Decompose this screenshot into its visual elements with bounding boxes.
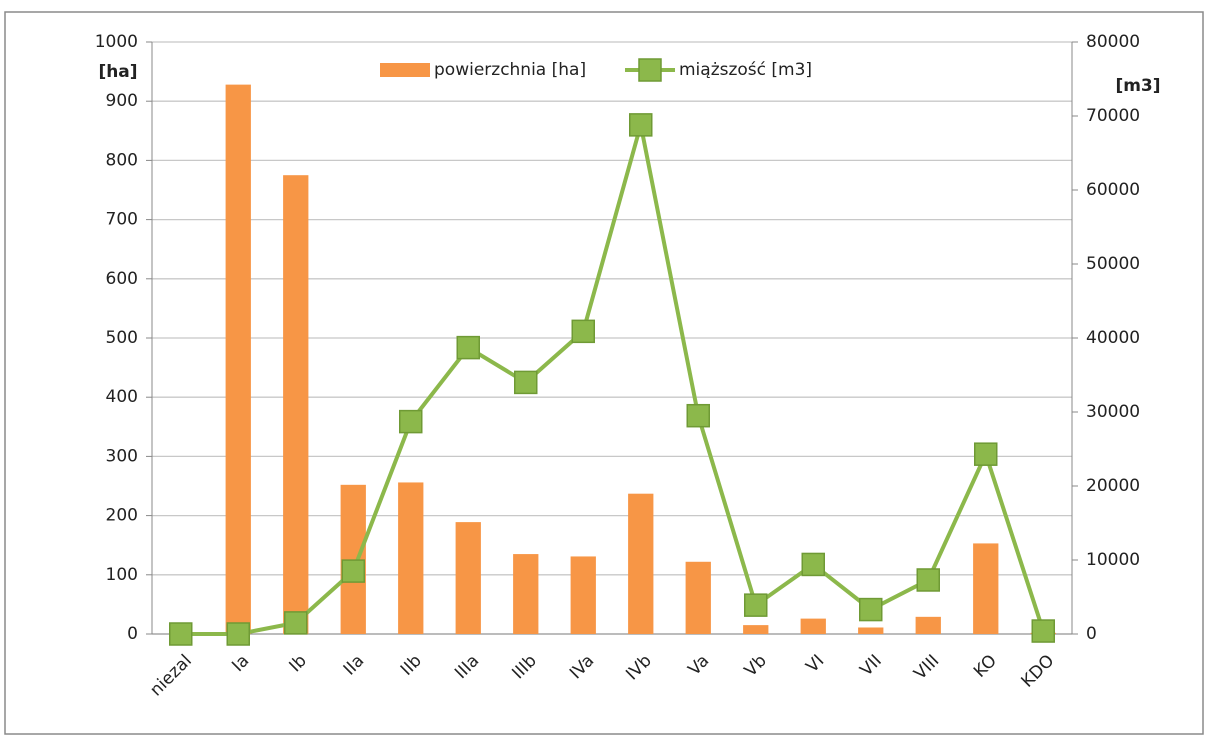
- y-tick-label: 100: [106, 565, 138, 585]
- y2-axis-label: [m3]: [1115, 76, 1160, 96]
- y2-tick-label: 20000: [1086, 476, 1140, 496]
- legend-swatch: [638, 58, 662, 82]
- bar: [628, 493, 654, 634]
- y-tick-label: 300: [106, 446, 138, 466]
- y2-tick-label: 0: [1086, 624, 1097, 644]
- legend-swatch: [380, 63, 430, 77]
- y2-tick-label: 60000: [1086, 180, 1140, 200]
- legend-label: miąższość [m3]: [679, 60, 812, 80]
- marker: [629, 113, 653, 137]
- y2-tick-label: 70000: [1086, 106, 1140, 126]
- y-axis-label: [ha]: [98, 62, 137, 82]
- bar: [800, 618, 826, 634]
- marker: [399, 409, 423, 434]
- bar: [455, 522, 481, 634]
- y-tick-label: 0: [127, 624, 138, 644]
- bar: [398, 482, 424, 634]
- y-tick-label: 600: [106, 269, 138, 289]
- marker: [456, 335, 480, 360]
- marker: [341, 559, 365, 583]
- marker: [744, 593, 768, 617]
- marker: [916, 568, 940, 592]
- y2-tick-label: 50000: [1086, 254, 1140, 274]
- bar: [973, 543, 999, 634]
- y-tick-label: 900: [106, 91, 138, 111]
- marker: [686, 403, 710, 428]
- y-tick-label: 200: [106, 506, 138, 526]
- y2-tick-label: 10000: [1086, 550, 1140, 570]
- marker: [571, 319, 595, 344]
- y-tick-label: 400: [106, 387, 138, 407]
- bar: [743, 625, 769, 634]
- y2-tick-label: 30000: [1086, 402, 1140, 422]
- marker: [859, 597, 883, 622]
- y-tick-label: 800: [106, 150, 138, 170]
- y-tick-label: 500: [106, 328, 138, 348]
- y2-tick-label: 40000: [1086, 328, 1140, 348]
- bar: [225, 84, 251, 634]
- y-tick-label: 1000: [95, 32, 138, 52]
- marker: [226, 622, 250, 646]
- bar: [858, 627, 884, 634]
- marker: [169, 622, 193, 646]
- bar: [513, 554, 539, 634]
- marker: [801, 552, 825, 577]
- bar: [915, 616, 941, 634]
- line: [180, 124, 1046, 636]
- marker: [284, 611, 308, 635]
- y-tick-label: 700: [106, 210, 138, 230]
- y2-tick-label: 80000: [1086, 32, 1140, 52]
- bar: [283, 175, 309, 634]
- bar: [685, 561, 711, 634]
- chart-border: [4, 11, 1204, 735]
- marker: [974, 442, 998, 466]
- marker: [1031, 619, 1055, 643]
- legend-label: powierzchnia [ha]: [434, 60, 586, 80]
- marker: [514, 370, 538, 395]
- bar: [570, 556, 596, 634]
